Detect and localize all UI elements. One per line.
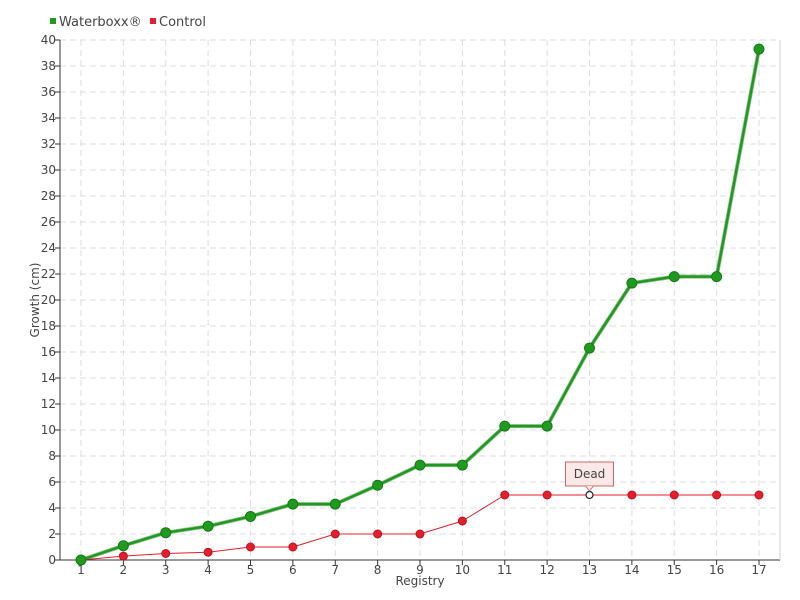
y-tick-label: 6 xyxy=(48,475,56,489)
y-tick-label: 0 xyxy=(48,553,56,567)
y-tick-label: 34 xyxy=(41,111,56,125)
y-tick-label: 40 xyxy=(41,33,56,47)
y-tick-label: 4 xyxy=(48,501,56,515)
x-tick-label: 17 xyxy=(751,563,766,577)
x-tick-label: 9 xyxy=(416,563,424,577)
x-tick-label: 8 xyxy=(374,563,382,577)
legend-swatch xyxy=(50,18,56,24)
x-tick-label: 13 xyxy=(582,563,597,577)
data-point[interactable] xyxy=(160,527,172,539)
annotation-layer: Dead xyxy=(565,461,614,492)
x-tick-label: 6 xyxy=(289,563,297,577)
grid xyxy=(60,39,780,560)
y-tick-label: 36 xyxy=(41,85,56,99)
data-point[interactable] xyxy=(541,420,553,432)
legend-swatch xyxy=(150,18,156,24)
data-point[interactable] xyxy=(668,271,680,283)
data-point[interactable] xyxy=(712,490,722,500)
annotation-dead: Dead xyxy=(565,461,614,492)
annotation-box xyxy=(565,461,614,487)
series-waterboxx xyxy=(75,43,765,566)
data-point[interactable] xyxy=(415,529,425,539)
data-point[interactable] xyxy=(75,554,87,566)
data-point[interactable] xyxy=(117,540,129,552)
x-tick-label: 5 xyxy=(247,563,255,577)
y-axis-title: Growth (cm) xyxy=(28,263,42,338)
legend-label[interactable]: Waterboxx® xyxy=(59,15,142,30)
y-tick-label: 24 xyxy=(41,241,56,255)
data-point[interactable] xyxy=(753,43,765,55)
data-point[interactable] xyxy=(372,479,384,491)
data-point[interactable] xyxy=(246,542,255,552)
y-tick-label: 22 xyxy=(41,267,56,281)
data-point[interactable] xyxy=(202,520,214,532)
x-tick-label: 12 xyxy=(539,563,554,577)
annotation-text: Dead xyxy=(574,467,606,481)
y-tick-label: 28 xyxy=(41,189,56,203)
data-point[interactable] xyxy=(245,510,256,522)
y-tick-label: 12 xyxy=(41,397,56,411)
x-tick-label: 11 xyxy=(497,563,512,577)
y-tick-label: 20 xyxy=(41,293,56,307)
data-point[interactable] xyxy=(499,420,511,432)
x-tick-label: 15 xyxy=(667,563,682,577)
y-tick-label: 18 xyxy=(41,319,56,333)
data-point[interactable] xyxy=(288,542,298,552)
annotation-pointer xyxy=(585,485,594,492)
data-point[interactable] xyxy=(500,490,510,500)
y-tick-label: 26 xyxy=(41,215,56,229)
x-tick-label: 16 xyxy=(709,563,724,577)
y-tick-label: 14 xyxy=(41,371,56,385)
x-tick-label: 14 xyxy=(624,563,639,577)
series-layer xyxy=(75,43,765,566)
data-point[interactable] xyxy=(669,490,679,500)
data-point[interactable] xyxy=(585,490,594,500)
y-tick-label: 16 xyxy=(41,345,56,359)
x-tick-label: 3 xyxy=(162,563,170,577)
y-tick-label: 10 xyxy=(41,423,56,437)
data-point[interactable] xyxy=(287,498,299,510)
y-tick-label: 8 xyxy=(48,449,56,463)
x-tick-label: 10 xyxy=(455,563,470,577)
data-point[interactable] xyxy=(584,342,595,354)
data-point[interactable] xyxy=(330,529,340,539)
data-point[interactable] xyxy=(457,516,467,526)
data-point[interactable] xyxy=(329,498,341,510)
data-point[interactable] xyxy=(414,459,426,471)
data-point[interactable] xyxy=(203,547,213,557)
data-point[interactable] xyxy=(711,271,723,283)
y-tick-label: 2 xyxy=(48,527,56,541)
data-point[interactable] xyxy=(754,490,764,500)
y-tick-label: 30 xyxy=(41,163,56,177)
x-tick-label: 2 xyxy=(120,563,128,577)
x-tick-label: 4 xyxy=(204,563,212,577)
data-point[interactable] xyxy=(373,529,383,539)
data-point[interactable] xyxy=(626,277,638,289)
x-tick-label: 1 xyxy=(77,563,85,577)
data-point[interactable] xyxy=(118,551,128,561)
x-axis-title: Registry xyxy=(395,574,444,588)
data-point[interactable] xyxy=(161,549,171,558)
data-point[interactable] xyxy=(627,490,637,500)
legend-label[interactable]: Control xyxy=(159,15,206,30)
data-point[interactable] xyxy=(456,459,468,471)
y-tick-label: 38 xyxy=(41,59,56,73)
data-point[interactable] xyxy=(542,490,552,500)
y-tick-label: 32 xyxy=(41,137,56,151)
legend[interactable]: Waterboxx® Control xyxy=(50,15,206,30)
x-tick-label: 7 xyxy=(331,563,339,577)
